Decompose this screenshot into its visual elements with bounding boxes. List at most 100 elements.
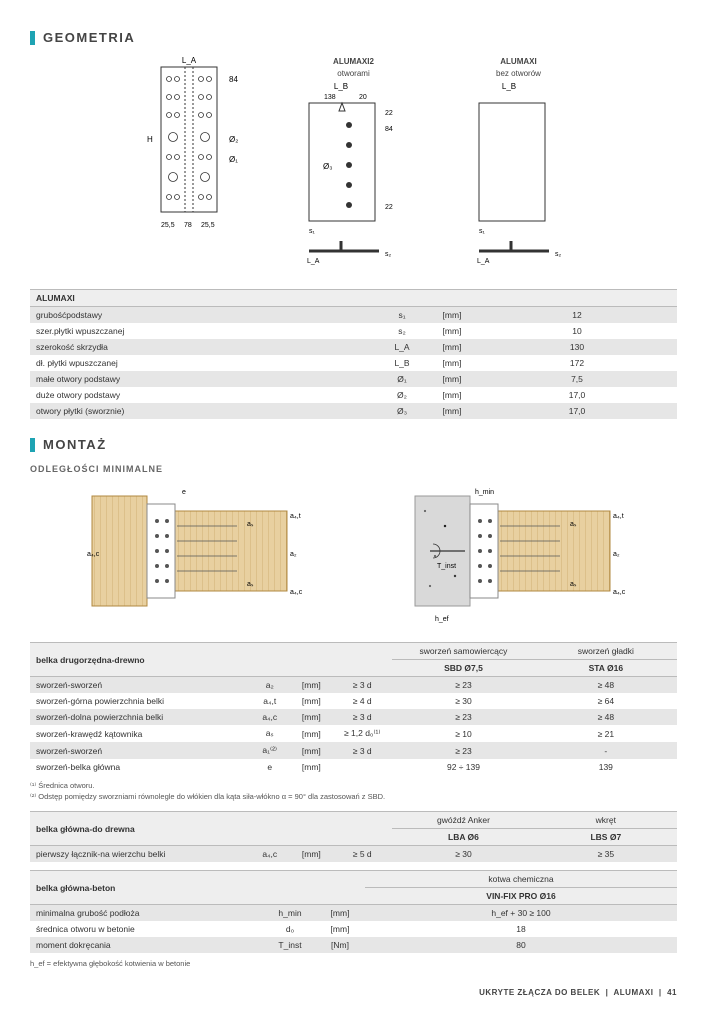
label-bL: 25,5	[161, 222, 175, 229]
table-row: szerokość skrzydła L_A [mm] 130	[30, 339, 677, 355]
cell-v2: ≥ 48	[535, 709, 677, 725]
t3-col2: wkręt	[535, 812, 677, 829]
table-row: średnica otworu w betonie d₀ [mm] 18	[30, 921, 677, 937]
cell-sym: h_min	[265, 905, 315, 922]
cell-unit: [mm]	[291, 846, 333, 863]
svg-text:aₛ: aₛ	[570, 581, 577, 588]
mid-caption1: ALUMAXI2	[289, 57, 419, 66]
mid-caption2: otworami	[289, 69, 419, 78]
cell-unit: [mm]	[291, 709, 333, 725]
svg-text:s₁: s₁	[479, 228, 486, 235]
t3-col1sub: LBA Ø6	[392, 829, 534, 846]
svg-text:L_B: L_B	[333, 82, 347, 91]
cell-sym: Ø₂	[377, 387, 427, 403]
cell-sym: s₁	[377, 307, 427, 324]
cell-sym: Ø₃	[377, 403, 427, 419]
accent-bar	[30, 438, 35, 452]
cell-cond: ≥ 3 d	[332, 742, 392, 759]
cell-label: szerokość skrzydła	[30, 339, 377, 355]
table-row: minimalna grubość podłoża h_min [mm] h_e…	[30, 905, 677, 922]
cell-v1: h_ef + 30 ≥ 100	[365, 905, 677, 922]
montaz-diagrams: e a₄,c a₄,t aₛ a₂ aₛ a₄,c T_inst h_min a…	[30, 486, 677, 626]
cell-cond: ≥ 3 d	[332, 677, 392, 694]
cell-label: grubośćpodstawy	[30, 307, 377, 324]
svg-text:T_inst: T_inst	[437, 563, 456, 570]
cell-v1: 80	[365, 937, 677, 953]
label-phi1: Ø₁	[229, 155, 238, 164]
cell-unit: [mm]	[291, 742, 333, 759]
cell-label: otwory płytki (sworznie)	[30, 403, 377, 419]
table-row: szer.płytki wpuszczanej s₂ [mm] 10	[30, 323, 677, 339]
cell-sym: aₛ	[249, 725, 291, 742]
cell-cond: ≥ 4 d	[332, 693, 392, 709]
table-row: małe otwory podstawy Ø₁ [mm] 7,5	[30, 371, 677, 387]
montaz-diag-left: e a₄,c a₄,t aₛ a₂ aₛ a₄,c	[82, 486, 302, 616]
section-montaz: MONTAŻ	[30, 437, 677, 452]
t4-foot: h_ef = efektywna głębokość kotwienia w b…	[30, 959, 677, 968]
cell-unit: [mm]	[427, 307, 477, 324]
table-belka-druga: belka drugorzędna-drewno sworzeń samowie…	[30, 642, 677, 775]
cell-label: sworzeń-sworzeń	[30, 742, 249, 759]
cell-label: sworzeń-belka główna	[30, 759, 249, 775]
footer-text2: ALUMAXI	[614, 988, 654, 997]
t2-col1: sworzeń samowiercący	[392, 643, 534, 660]
svg-text:Ø₃: Ø₃	[323, 162, 332, 171]
cell-unit: [mm]	[427, 371, 477, 387]
svg-text:h_min: h_min	[475, 489, 494, 496]
table-row: sworzeń-krawędź kątownika aₛ [mm] ≥ 1,2 …	[30, 725, 677, 742]
diagram-right-svg: L_B s₁ L_A s₂	[459, 81, 579, 271]
svg-text:aₛ: aₛ	[247, 581, 254, 588]
svg-text:L_A: L_A	[307, 258, 320, 265]
diagram-right: ALUMAXI bez otworów L_B s₁ L_A s₂	[459, 57, 579, 271]
montaz-subhead: ODLEGŁOŚCI MINIMALNE	[30, 464, 677, 474]
diagram-mid: ALUMAXI2 otworami L_B 138 20 22 84 22 Ø₃…	[289, 57, 419, 271]
cell-unit: [mm]	[291, 725, 333, 742]
cell-val: 130	[477, 339, 677, 355]
t4-header: belka główna-beton	[30, 871, 365, 905]
t2-col2sub: STA Ø16	[535, 660, 677, 677]
cell-val: 7,5	[477, 371, 677, 387]
t3-col1: gwóźdź Anker	[392, 812, 534, 829]
cell-sym: a₂	[249, 677, 291, 694]
footer-text1: UKRYTE ZŁĄCZA DO BELEK	[479, 988, 600, 997]
t4-col1sub: VIN-FIX PRO Ø16	[365, 888, 677, 905]
svg-text:a₄,t: a₄,t	[290, 513, 301, 520]
cell-sym: a₄,t	[249, 693, 291, 709]
cell-label: szer.płytki wpuszczanej	[30, 323, 377, 339]
footer-page: 41	[667, 988, 677, 997]
t2-foot2: ⁽²⁾ Odstęp pomiędzy sworzniami równolegl…	[30, 792, 677, 801]
cell-cond: ≥ 3 d	[332, 709, 392, 725]
cell-v2: ≥ 21	[535, 725, 677, 742]
t2-header: belka drugorzędna-drewno	[30, 643, 392, 677]
t3-header: belka główna-do drewna	[30, 812, 392, 846]
cell-unit: [mm]	[427, 387, 477, 403]
cell-label: minimalna grubość podłoża	[30, 905, 265, 922]
cell-label: sworzeń-sworzeń	[30, 677, 249, 694]
cell-sym: L_B	[377, 355, 427, 371]
svg-text:22: 22	[385, 110, 393, 117]
table-row: sworzeń-sworzeń a₁⁽²⁾ [mm] ≥ 3 d ≥ 23 -	[30, 742, 677, 759]
label-84: 84	[229, 75, 238, 84]
cell-val: 17,0	[477, 403, 677, 419]
cell-label: pierwszy łącznik-na wierzchu belki	[30, 846, 249, 863]
svg-text:138: 138	[324, 94, 336, 101]
svg-text:22: 22	[385, 204, 393, 211]
label-bM: 78	[184, 222, 192, 229]
cell-unit: [mm]	[427, 339, 477, 355]
cell-unit: [mm]	[291, 759, 333, 775]
table-row: sworzeń-belka główna e [mm] 92 ÷ 139 139	[30, 759, 677, 775]
geometry-diagrams: L_A 84 H Ø₂ Ø₁ 25,5 78 25,5 ALUMAXI2 otw…	[30, 57, 677, 271]
cell-label: sworzeń-krawędź kątownika	[30, 725, 249, 742]
right-caption2: bez otworów	[459, 69, 579, 78]
svg-text:a₂: a₂	[613, 551, 620, 558]
table-alumaxi-header: ALUMAXI	[30, 290, 677, 307]
svg-text:h_ef: h_ef	[435, 616, 449, 623]
cell-v1: ≥ 30	[392, 693, 534, 709]
svg-text:a₄,c: a₄,c	[613, 589, 625, 596]
cell-v1: ≥ 23	[392, 742, 534, 759]
label-LA: L_A	[181, 57, 196, 65]
cell-cond: ≥ 1,2 d₀⁽¹⁾	[332, 725, 392, 742]
cell-v1: ≥ 23	[392, 709, 534, 725]
diagram-mid-svg: L_B 138 20 22 84 22 Ø₃ s₁ L_A s₂	[289, 81, 419, 271]
cell-sym: a₁⁽²⁾	[249, 742, 291, 759]
